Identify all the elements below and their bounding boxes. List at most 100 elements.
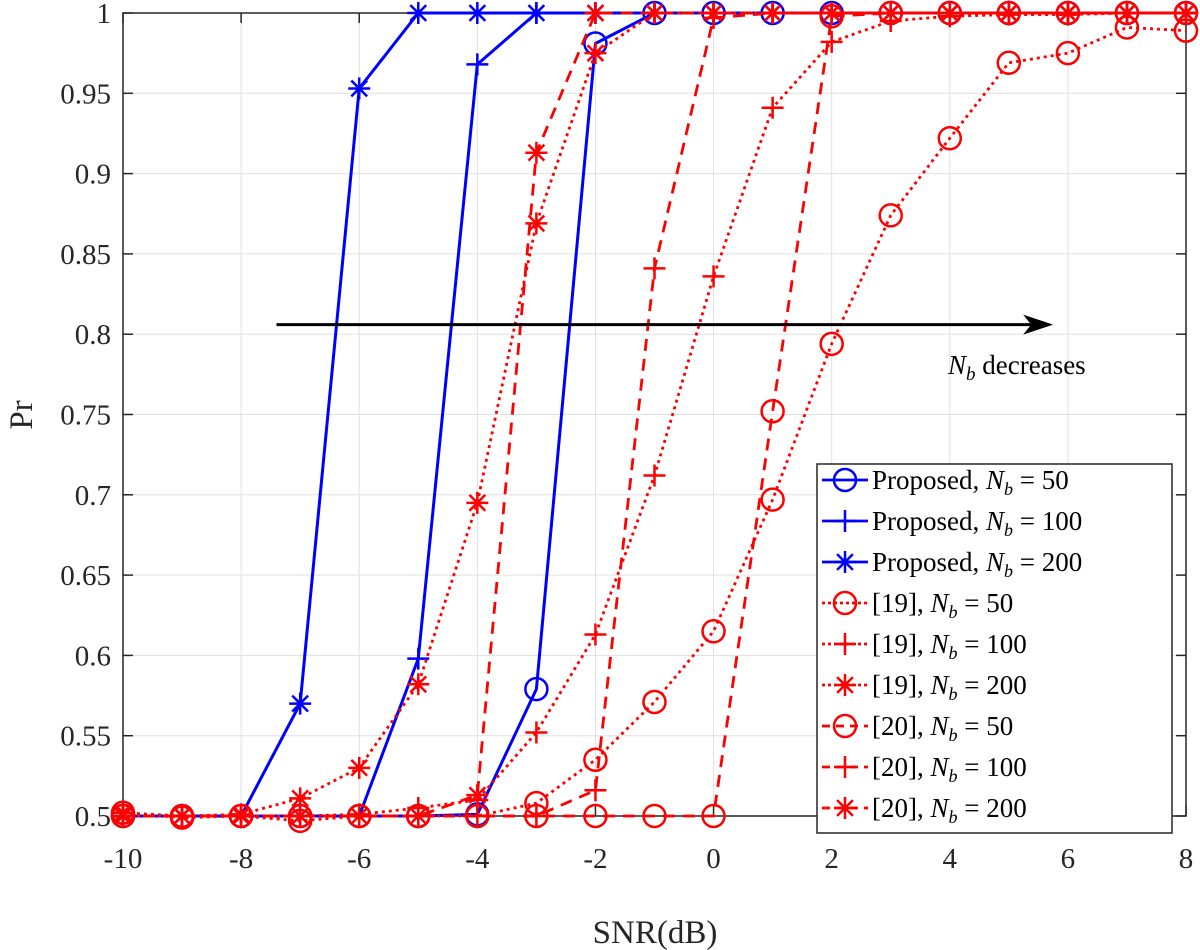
x-tick-label: 0 — [706, 843, 721, 875]
y-tick-label: 0.95 — [60, 78, 111, 110]
legend-label-part: [19], — [872, 629, 930, 659]
legend-label-part: N — [985, 506, 1006, 536]
legend-label-part: b — [1004, 561, 1013, 581]
plus-marker — [584, 779, 607, 802]
plus-marker — [820, 30, 843, 53]
asterisk-marker — [525, 141, 548, 164]
asterisk-marker — [466, 491, 489, 514]
circle-marker — [832, 713, 858, 739]
legend-entry: Proposed, Nb = 100 — [822, 506, 1082, 540]
legend-entry: Proposed, Nb = 200 — [822, 547, 1082, 581]
y-tick-label: 0.5 — [75, 801, 111, 833]
plus-marker — [466, 53, 489, 76]
legend-box — [816, 463, 1173, 834]
legend-label-part: = 50 — [958, 588, 1014, 618]
asterisk-marker — [289, 692, 312, 715]
circle-marker — [832, 467, 858, 493]
legend-label-part: N — [985, 547, 1006, 577]
legend-label: Proposed, Nb = 200 — [872, 547, 1082, 581]
legend-entry: [20], Nb = 200 — [822, 793, 1027, 827]
y-tick-label: 0.7 — [75, 480, 111, 512]
asterisk-marker — [348, 77, 371, 100]
legend-label-part: Proposed, — [872, 506, 986, 536]
legend-label: [19], Nb = 100 — [872, 629, 1027, 663]
asterisk-marker — [407, 673, 430, 696]
asterisk-marker — [584, 42, 607, 65]
asterisk-marker — [761, 2, 784, 24]
legend-label-part: N — [929, 711, 950, 741]
legend-label-part: N — [985, 465, 1006, 495]
plus-marker — [466, 805, 489, 827]
asterisk-marker — [407, 2, 430, 24]
y-axis-label: Pr — [4, 400, 40, 429]
asterisk-marker — [525, 2, 548, 24]
legend-label: [20], Nb = 100 — [872, 752, 1027, 786]
asterisk-marker — [407, 805, 430, 827]
asterisk-marker — [289, 805, 312, 827]
series-layer — [110, 0, 1199, 834]
annotation: Nb decreases — [276, 314, 1086, 385]
legend-label: [20], Nb = 200 — [872, 793, 1027, 827]
legend-label-part: Proposed, — [872, 465, 986, 495]
plus-marker — [761, 96, 784, 119]
plus-marker — [407, 647, 430, 670]
y-tick-label: 0.8 — [75, 319, 111, 351]
annotation-part: decreases — [976, 350, 1086, 380]
asterisk-marker — [938, 2, 961, 24]
legend-label-part: = 200 — [958, 793, 1027, 823]
legend-entry: [19], Nb = 200 — [822, 670, 1027, 704]
circle-marker — [878, 203, 903, 228]
legend-label: Proposed, Nb = 50 — [872, 465, 1069, 499]
asterisk-marker — [230, 805, 253, 827]
asterisk-marker — [1056, 2, 1079, 24]
legend-label-part: = 100 — [958, 629, 1027, 659]
legend-label-part: N — [929, 670, 950, 700]
asterisk-marker — [584, 2, 607, 24]
circle-marker — [996, 50, 1022, 76]
y-tick-label: 0.9 — [75, 159, 111, 191]
legend-entry: [19], Nb = 50 — [822, 588, 1013, 622]
legend-label-part: [19], — [872, 670, 930, 700]
plus-marker — [643, 464, 666, 487]
series--20-nb-200 — [112, 2, 1197, 827]
legend-label-part: = 200 — [958, 670, 1027, 700]
asterisk-marker — [466, 2, 489, 24]
asterisk-marker — [643, 2, 666, 24]
asterisk-marker — [702, 2, 725, 24]
plus-marker — [525, 721, 548, 744]
legend-label-part: [20], — [872, 711, 930, 741]
plus-marker — [643, 257, 666, 280]
legend-label: [19], Nb = 200 — [872, 670, 1027, 704]
y-tick-label: 0.65 — [60, 560, 111, 592]
circle-marker — [524, 676, 549, 702]
asterisk-marker — [112, 805, 134, 827]
x-tick-label: 2 — [824, 843, 839, 875]
x-tick-label: -8 — [229, 843, 253, 875]
asterisk-marker — [834, 797, 856, 819]
plus-marker — [525, 805, 548, 827]
asterisk-marker — [466, 784, 489, 807]
asterisk-marker — [834, 551, 856, 573]
circle-marker — [642, 689, 667, 715]
circle-marker — [819, 331, 844, 357]
legend-label-part: b — [949, 643, 958, 663]
legend-label-part: N — [929, 629, 950, 659]
annotation-text: Nb decreases — [947, 350, 1086, 385]
legend-label-part: b — [1004, 479, 1013, 499]
x-tick-label: 6 — [1061, 843, 1076, 875]
legend-label-part: = 200 — [1013, 547, 1082, 577]
y-tick-label: 0.6 — [75, 640, 111, 672]
plus-marker — [834, 633, 856, 655]
asterisk-marker — [289, 787, 312, 810]
legend-label-part: = 50 — [958, 711, 1014, 741]
y-tick-label: 0.75 — [60, 400, 111, 432]
legend-entry: [20], Nb = 50 — [822, 711, 1013, 745]
asterisk-marker — [525, 212, 548, 235]
plus-marker — [834, 756, 856, 778]
x-tick-label: -6 — [347, 843, 371, 875]
legend-entry: Proposed, Nb = 50 — [822, 465, 1069, 499]
y-tick-label: 1 — [97, 0, 112, 30]
x-tick-label: -4 — [465, 843, 490, 875]
legend-label: [19], Nb = 50 — [872, 588, 1013, 622]
legend-label-part: b — [949, 602, 958, 622]
